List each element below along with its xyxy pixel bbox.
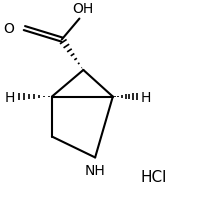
Text: NH: NH bbox=[85, 163, 106, 177]
Text: H: H bbox=[4, 90, 15, 104]
Text: OH: OH bbox=[73, 2, 94, 16]
Text: H: H bbox=[140, 90, 151, 104]
Text: O: O bbox=[4, 22, 15, 36]
Text: HCl: HCl bbox=[141, 169, 167, 184]
